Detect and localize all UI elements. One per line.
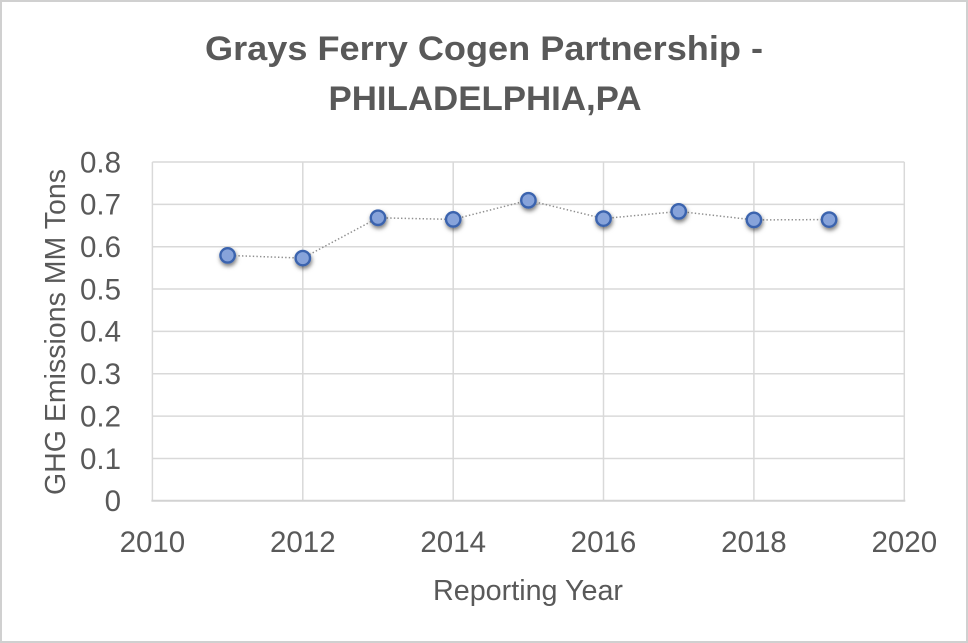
svg-text:2010: 2010 [120,526,186,559]
svg-text:2014: 2014 [420,526,486,559]
svg-text:PHILADELPHIA,PA: PHILADELPHIA,PA [329,80,642,118]
svg-text:2016: 2016 [571,526,637,559]
svg-text:0.8: 0.8 [80,146,121,179]
svg-text:0.5: 0.5 [80,273,121,306]
svg-text:0.2: 0.2 [80,400,121,433]
svg-text:0.3: 0.3 [80,358,121,391]
svg-text:0.1: 0.1 [80,443,121,476]
svg-text:2020: 2020 [871,526,937,559]
svg-text:Reporting Year: Reporting Year [433,575,624,607]
svg-text:0: 0 [105,485,121,518]
svg-text:Grays Ferry Cogen Partnership: Grays Ferry Cogen Partnership - [205,30,763,68]
svg-text:2012: 2012 [270,526,336,559]
svg-text:GHG Emissions MM Tons: GHG Emissions MM Tons [40,169,72,495]
svg-text:0.6: 0.6 [80,231,121,264]
svg-text:0.4: 0.4 [80,316,121,349]
svg-text:2018: 2018 [721,526,787,559]
svg-text:0.7: 0.7 [80,189,121,222]
